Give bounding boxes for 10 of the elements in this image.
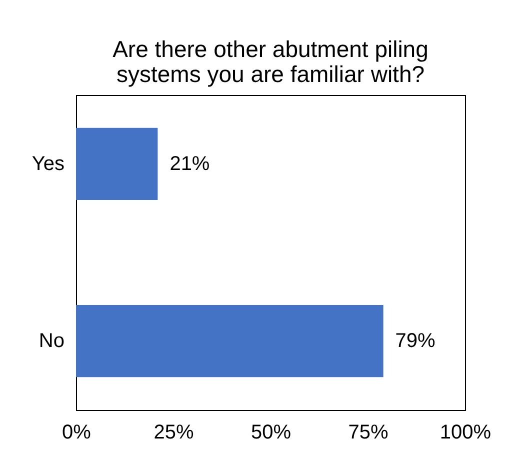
x-tick-label: 100% <box>440 422 492 444</box>
x-tick-label: 25% <box>154 422 194 444</box>
y-tick-label: No <box>38 330 64 352</box>
y-tick-label: Yes <box>32 152 64 175</box>
x-tick-label: 50% <box>250 422 292 444</box>
x-tick-label: 75% <box>348 422 388 444</box>
chart-title: Are there other abutment piling systems you are familiar with? <box>112 36 428 87</box>
data-label: 79% <box>395 330 436 352</box>
data-label: 21% <box>170 152 210 175</box>
x-tick-label: 0% <box>62 422 92 444</box>
